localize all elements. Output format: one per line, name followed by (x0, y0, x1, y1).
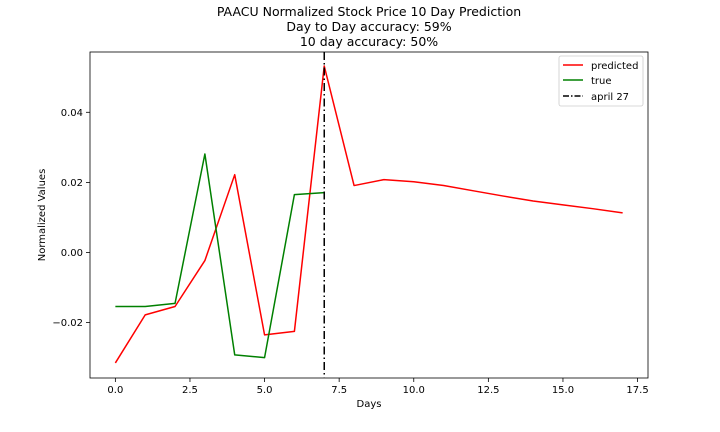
legend-box (558, 55, 644, 107)
legend-label-true: true (591, 76, 612, 87)
plot-area (114, 52, 623, 378)
x-tick-label: 12.5 (477, 385, 499, 396)
x-tick-label: 10.0 (403, 385, 425, 396)
legend-label-april-27: april 27 (591, 92, 629, 103)
x-axis-label: Days (357, 399, 382, 410)
legend-label-predicted: predicted (591, 61, 638, 72)
x-tick-label: 5.0 (257, 385, 273, 396)
x-tick-label: 2.5 (182, 385, 198, 396)
chart-title: PAACU Normalized Stock Price 10 Day Pred… (217, 4, 521, 49)
y-tick-label: 0.00 (61, 248, 83, 259)
x-tick-label: 0.0 (107, 385, 123, 396)
axis-ticks: 0.0 2.5 5.0 7.5 10.0 12.5 15.0 17.5 −0.02 0.00 0.0… (52, 108, 648, 396)
x-tick-label: 17.5 (626, 385, 648, 396)
plot-frame (89, 51, 649, 379)
y-tick-label: 0.04 (61, 108, 83, 119)
series-line-true (115, 153, 325, 359)
series-line-predicted (114, 65, 623, 364)
chart-title-line-3: 10 day accuracy: 50% (300, 34, 438, 49)
x-tick-label: 15.0 (552, 385, 574, 396)
y-axis-label: Normalized Values (37, 169, 48, 262)
x-tick-label: 7.5 (331, 385, 347, 396)
y-tick-label: 0.02 (61, 178, 83, 189)
legend: predicted true april 27 (558, 55, 644, 107)
chart-title-line-2: Day to Day accuracy: 59% (286, 19, 451, 34)
y-tick-label: −0.02 (52, 318, 83, 329)
chart-title-line-1: PAACU Normalized Stock Price 10 Day Pred… (217, 4, 521, 19)
